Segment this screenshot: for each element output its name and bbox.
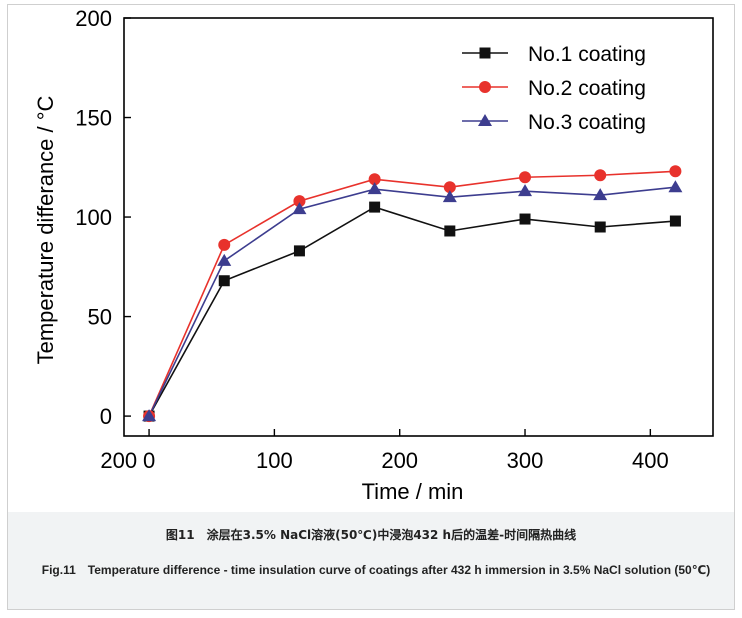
series-line-1 (148, 206, 676, 417)
y-axis-label: Temperature differance / °C (33, 95, 58, 364)
y-tick-label: 100 (75, 205, 112, 230)
data-point-s2 (443, 181, 456, 194)
caption-box: 图11 涂层在3.5% NaCl溶液(50℃)中浸泡432 h后的温差-时间隔热… (8, 512, 734, 609)
data-point-s3 (668, 180, 683, 193)
x-tick-label: 400 (632, 448, 669, 473)
x-tick-label: 0 (143, 448, 155, 473)
data-point-s1 (293, 245, 305, 257)
x-tick-label: 100 (256, 448, 293, 473)
legend-marker-2 (479, 81, 491, 93)
y-tick-label: 50 (88, 305, 112, 330)
legend-label-1: No.1 coating (528, 43, 646, 66)
data-point-s2 (293, 195, 306, 208)
data-point-s3 (142, 409, 157, 422)
data-point-s1 (519, 213, 531, 225)
data-point-s3 (593, 188, 608, 201)
data-point-s3 (442, 190, 457, 203)
y-tick-label: 150 (75, 106, 112, 131)
x-tick-label-extra: 200 (100, 448, 137, 473)
legend-marker-3 (478, 114, 492, 126)
plot-frame (123, 17, 714, 437)
figure-frame (7, 4, 735, 610)
y-tick-label: 200 (75, 6, 112, 31)
data-point-s3 (367, 182, 382, 195)
data-point-s1 (218, 275, 230, 287)
series-line-3 (148, 186, 676, 417)
x-tick-label: 300 (507, 448, 544, 473)
data-point-s3 (518, 184, 533, 197)
chart-area: 0 50 100 150 200 0 100 200 300 400 200 Time / min Te… (33, 6, 714, 504)
x-tick-label: 200 (381, 448, 418, 473)
data-point-s1 (369, 201, 381, 213)
x-axis-label: Time / min (362, 479, 464, 504)
data-point-s3 (292, 202, 307, 215)
data-point-s1 (444, 225, 456, 237)
data-point-s2 (218, 238, 231, 251)
legend-label-3: No.3 coating (528, 111, 646, 134)
data-point-s1 (594, 221, 606, 233)
data-point-s2 (519, 171, 532, 184)
series-line-2 (148, 170, 676, 417)
caption-english: Fig.11 Temperature difference - time ins… (41, 563, 711, 577)
data-point-s2 (594, 169, 607, 182)
data-point-s1 (669, 215, 681, 227)
caption-chinese: 图11 涂层在3.5% NaCl溶液(50℃)中浸泡432 h后的温差-时间隔热… (165, 528, 577, 542)
data-point-s2 (368, 173, 381, 186)
legend-label-2: No.2 coating (528, 77, 646, 100)
y-tick-label: 0 (100, 404, 112, 429)
data-point-s2 (669, 165, 682, 178)
data-point-s3 (217, 253, 232, 266)
legend-marker-1 (479, 47, 491, 59)
